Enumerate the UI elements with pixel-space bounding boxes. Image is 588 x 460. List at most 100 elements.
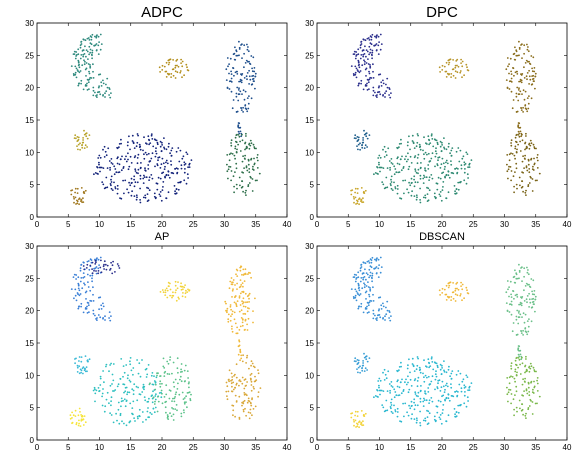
data-point — [80, 79, 83, 82]
data-point — [428, 143, 430, 146]
data-point — [435, 139, 438, 142]
data-point — [385, 306, 387, 309]
data-point — [378, 163, 380, 166]
data-point — [147, 400, 150, 403]
data-point — [363, 370, 366, 372]
data-point — [241, 376, 244, 379]
data-point — [231, 390, 234, 393]
data-point — [179, 378, 181, 381]
data-point — [354, 196, 357, 199]
data-point — [411, 363, 414, 365]
data-point — [364, 412, 367, 415]
data-point — [251, 190, 254, 192]
data-point — [189, 399, 192, 402]
data-point — [455, 188, 458, 191]
data-point — [173, 185, 176, 187]
data-point — [389, 406, 392, 408]
data-point — [454, 287, 457, 290]
data-point — [235, 151, 238, 153]
data-point — [92, 389, 95, 392]
data-point — [84, 355, 87, 357]
data-point — [100, 85, 103, 87]
data-point — [136, 141, 139, 144]
data-point — [133, 156, 136, 159]
data-point — [445, 299, 448, 301]
data-point — [432, 368, 435, 371]
data-point — [360, 200, 362, 203]
data-point — [95, 270, 97, 272]
data-point — [157, 176, 160, 179]
data-point — [407, 158, 409, 161]
data-point — [533, 67, 536, 69]
data-point — [460, 390, 463, 393]
data-point — [138, 143, 141, 146]
data-point — [389, 96, 392, 99]
data-point — [70, 189, 72, 192]
data-point — [365, 132, 367, 135]
data-point — [350, 412, 352, 415]
data-point — [167, 191, 170, 194]
data-point — [230, 152, 232, 155]
data-point — [228, 287, 231, 290]
data-point — [448, 365, 450, 368]
data-point — [517, 130, 520, 133]
y-tick-label: 25 — [305, 51, 314, 60]
data-point — [386, 167, 389, 170]
data-point — [74, 71, 77, 74]
data-point — [366, 50, 369, 53]
data-point — [377, 157, 380, 159]
data-point — [356, 69, 359, 71]
data-point — [239, 130, 242, 133]
data-point — [155, 376, 158, 379]
data-point — [159, 71, 162, 73]
data-point — [174, 66, 177, 69]
data-point — [530, 55, 533, 57]
data-point — [86, 312, 89, 314]
data-point — [518, 135, 521, 138]
data-point — [251, 70, 254, 73]
data-point — [73, 137, 76, 140]
data-point — [93, 269, 95, 272]
data-point — [252, 77, 255, 80]
data-point — [408, 181, 410, 184]
data-point — [519, 373, 522, 375]
data-point — [517, 134, 520, 136]
data-point — [144, 151, 147, 154]
data-point — [80, 41, 82, 43]
data-point — [431, 138, 434, 140]
data-point — [361, 367, 363, 369]
data-point — [248, 147, 251, 150]
data-point — [511, 376, 514, 378]
cluster-7 — [74, 355, 91, 375]
data-point — [80, 302, 83, 305]
data-point — [531, 290, 533, 293]
data-point — [71, 411, 73, 414]
data-point — [246, 356, 248, 359]
data-point — [460, 62, 462, 64]
data-point — [108, 94, 110, 96]
data-point — [106, 77, 109, 80]
data-point — [419, 410, 421, 413]
data-point — [88, 70, 90, 73]
data-point — [116, 192, 119, 195]
data-point — [522, 155, 524, 158]
data-point — [522, 413, 524, 416]
data-point — [81, 64, 84, 67]
data-point — [247, 399, 250, 402]
data-point — [459, 181, 462, 184]
data-point — [163, 375, 166, 377]
data-point — [86, 301, 89, 304]
data-point — [450, 155, 453, 157]
data-point — [427, 164, 430, 166]
data-point — [236, 332, 239, 335]
data-point — [162, 186, 164, 188]
data-point — [246, 329, 249, 331]
data-point — [122, 167, 125, 170]
data-point — [359, 371, 361, 374]
data-point — [353, 297, 355, 300]
data-point — [97, 258, 100, 261]
data-point — [98, 85, 100, 88]
data-point — [149, 142, 152, 145]
data-point — [443, 137, 445, 140]
